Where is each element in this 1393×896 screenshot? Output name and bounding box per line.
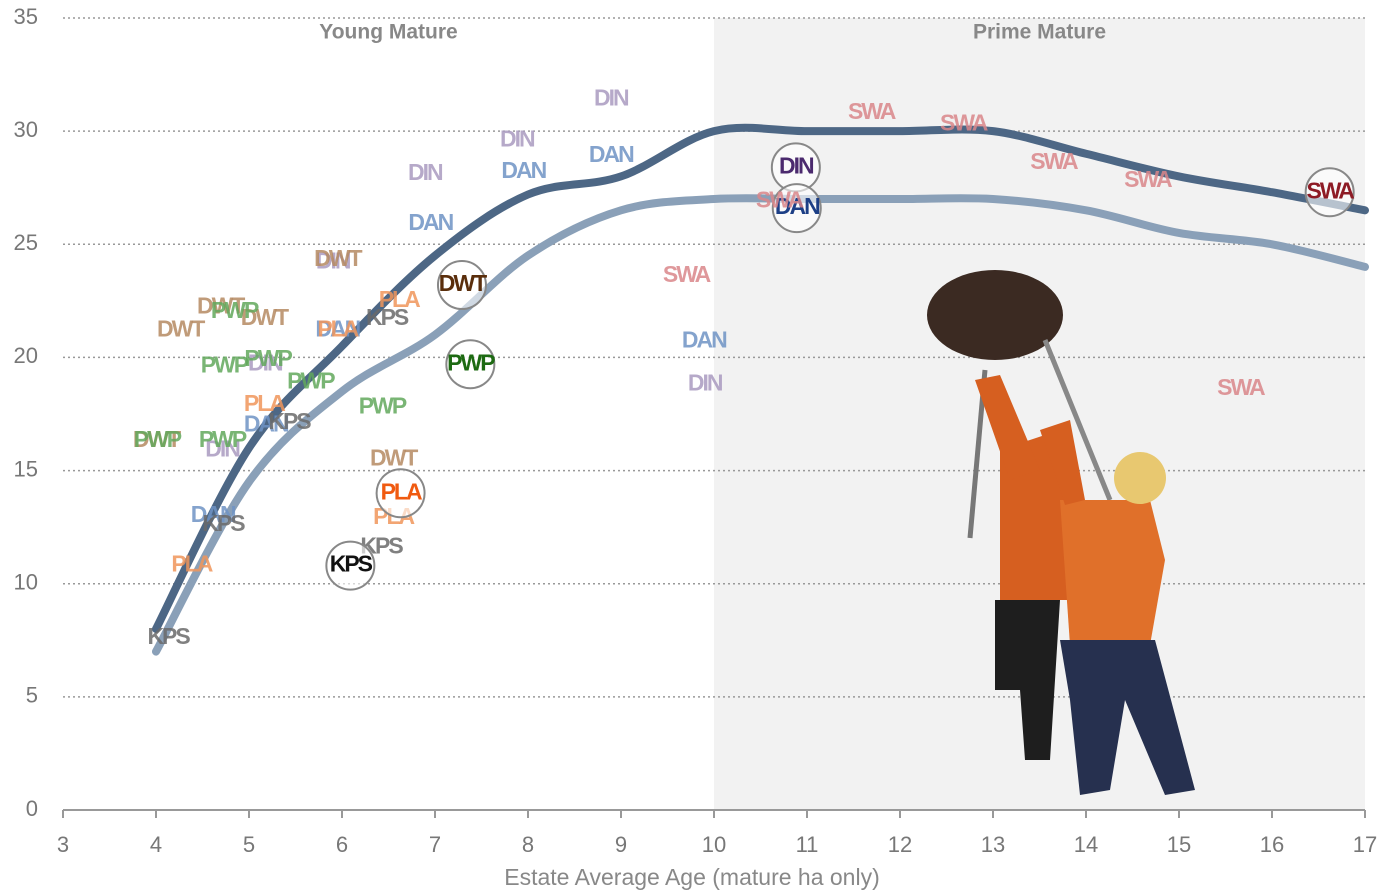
point-label: DAN — [501, 157, 546, 183]
point-label: KPS — [366, 304, 409, 330]
x-tick-label: 11 — [796, 832, 819, 857]
point-label: PLA — [381, 478, 422, 504]
x-tick-label: 9 — [615, 832, 627, 857]
highlight-ring — [325, 540, 376, 591]
highlight-ring — [445, 339, 496, 390]
point-label: DWT — [314, 245, 362, 271]
curves — [152, 123, 1369, 656]
point-label: DAN — [191, 501, 236, 527]
point-label: SWA — [663, 261, 711, 287]
y-tick-label: 15 — [14, 456, 38, 481]
point-label: KPS — [330, 551, 373, 577]
worker-legs — [1060, 640, 1195, 795]
region-label: Young Mature — [319, 21, 457, 44]
curve — [152, 194, 1369, 656]
highlight-ring — [436, 260, 487, 311]
y-tick-label: 35 — [14, 4, 38, 29]
point-label: PLA — [317, 315, 358, 341]
point-label: SWA — [1306, 177, 1354, 203]
worker-body — [1060, 500, 1165, 645]
x-tick-label: 7 — [429, 832, 441, 857]
helmet — [1114, 452, 1166, 504]
worker-arm — [1040, 420, 1085, 505]
worker-arm — [975, 375, 1040, 480]
x-tick-label: 8 — [522, 832, 534, 857]
point-label: DWT — [370, 444, 418, 470]
point-label: PWP — [201, 352, 249, 378]
x-tick-label: 14 — [1074, 832, 1098, 857]
point-label: PWP — [244, 345, 292, 371]
point-label: DWT — [157, 315, 205, 341]
background: Young Mature Prime Mature — [319, 18, 1365, 810]
point-label: PLA — [379, 286, 420, 312]
pole — [1042, 339, 1113, 501]
curve — [152, 123, 1369, 633]
point-label: DIN — [248, 349, 283, 375]
point-label: DIN — [205, 435, 240, 461]
point-label: SWA — [1030, 148, 1078, 174]
worker-legs — [995, 600, 1060, 760]
point-label: DIN — [500, 125, 535, 151]
point-label: DIN — [688, 370, 723, 396]
point-label: DWT — [241, 304, 289, 330]
point-label: DAN — [775, 193, 820, 219]
point-label: SWA — [756, 186, 804, 212]
x-tick-label: 17 — [1353, 832, 1377, 857]
y-tick-label: 10 — [14, 570, 38, 595]
point-label: DAN — [408, 209, 453, 235]
point-label: PWP — [447, 349, 495, 375]
highlight-ring — [1304, 167, 1355, 218]
point-label: DAN — [315, 315, 360, 341]
point-label: DAN — [682, 327, 727, 353]
axes: 0 5 10 15 20 25 30 35 3 4 5 6 7 8 9 10 11 12 13 14 15 16 17 — [14, 4, 1378, 857]
soil-load — [927, 270, 1063, 360]
point-label: SWA — [1217, 374, 1265, 400]
point-label: SWA — [940, 109, 988, 135]
point-label: SWA — [848, 98, 896, 124]
y-tick-label: 20 — [14, 343, 38, 368]
point-label: KPS — [202, 510, 245, 536]
workers-illustration — [927, 270, 1195, 795]
point-label: KPS — [268, 408, 311, 434]
point-label: DAN — [244, 410, 289, 436]
y-tick-label: 5 — [26, 683, 38, 708]
x-tick-label: 15 — [1167, 832, 1191, 857]
y-tick-label: 0 — [26, 796, 38, 821]
x-tick-label: 16 — [1260, 832, 1284, 857]
point-label: KPS — [147, 623, 190, 649]
x-tick-label: 10 — [702, 832, 726, 857]
x-axis-label: Estate Average Age (mature ha only) — [504, 864, 879, 890]
point-label: PWP — [211, 297, 259, 323]
point-label: DWT — [197, 293, 245, 319]
x-tick-label: 13 — [981, 832, 1005, 857]
point-label: DIN — [408, 159, 443, 185]
point-label: PWP — [134, 426, 182, 452]
x-tick-label: 12 — [888, 832, 912, 857]
point-label: DWT — [439, 270, 487, 296]
point-label: PWP — [359, 392, 407, 418]
points: DINDINDINDINDINDINDINDINDANDANDANDANDAND… — [133, 85, 1356, 650]
highlight-ring — [771, 183, 822, 234]
point-label: PLA — [171, 551, 212, 577]
x-tick-label: 4 — [150, 832, 162, 857]
highlight-ring — [375, 468, 426, 519]
x-tick-label: 3 — [57, 832, 69, 857]
x-tick-label: 5 — [243, 832, 255, 857]
point-label: PLA — [244, 390, 285, 416]
point-label: DAN — [589, 141, 634, 167]
point-label: DIN — [316, 247, 351, 273]
region-label: Prime Mature — [973, 21, 1106, 44]
point-label: DWT — [133, 426, 181, 452]
point-label: DIN — [594, 85, 629, 111]
y-tick-label: 30 — [14, 117, 38, 142]
point-label: PWP — [199, 426, 247, 452]
point-label: SWA — [1124, 166, 1172, 192]
y-tick-label: 25 — [14, 230, 38, 255]
point-label: DIN — [779, 152, 814, 178]
x-tick-label: 6 — [336, 832, 348, 857]
point-label: PWP — [287, 367, 335, 393]
